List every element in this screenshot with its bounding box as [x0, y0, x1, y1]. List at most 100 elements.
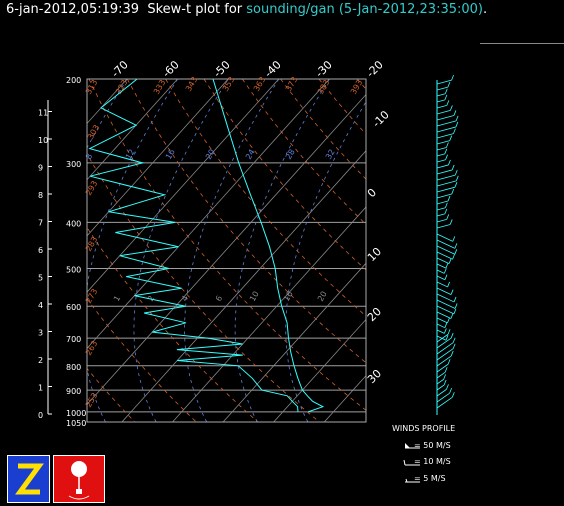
- wind-barb-feather: [450, 313, 454, 319]
- isotherm-line: [0, 79, 26, 422]
- wind-barb-feather: [445, 335, 449, 341]
- dry-adiabat-label: 393: [349, 78, 364, 96]
- mixing-ratio-label: 1: [112, 294, 122, 303]
- wind-barb-feather: [449, 219, 453, 225]
- moist-adiabat-label: 16: [164, 148, 177, 161]
- wind-barb-feather: [454, 303, 458, 309]
- wind-barb: [436, 251, 453, 260]
- dry-adiabat-line: [87, 226, 259, 422]
- wind-barb: [436, 174, 456, 181]
- wind-barb-feather: [447, 81, 451, 88]
- height-tick-label: 2: [38, 356, 43, 365]
- weather-balloon-logo[interactable]: [53, 455, 105, 503]
- wind-barb-feather: [455, 175, 459, 181]
- temp-tick-top: -70: [109, 58, 131, 80]
- moist-adiabat-line: [234, 79, 330, 422]
- wind-barb-feather: [444, 94, 448, 101]
- legend-row-10: = 10 M/S: [414, 457, 451, 466]
- isotherm-line: [273, 318, 366, 422]
- dry-adiabat-line: [87, 367, 135, 422]
- wind-barb: [436, 287, 452, 295]
- temp-tick-right: -10: [370, 108, 392, 130]
- wind-barb-feather: [445, 263, 449, 269]
- wind-barb-feather: [447, 195, 451, 202]
- dry-adiabat-label: 353: [221, 75, 236, 93]
- moist-adiabat-line: [133, 79, 229, 422]
- dry-adiabat-line: [203, 79, 366, 271]
- wind-barb: [436, 281, 448, 288]
- height-tick-label: 3: [38, 329, 43, 338]
- wind-barb: [436, 348, 454, 361]
- pressure-tick-label: 1050: [66, 419, 86, 428]
- mixing-ratio-label: 20: [316, 290, 329, 303]
- wind-barb-feather: [454, 169, 458, 176]
- dry-adiabat-label: 273: [84, 287, 99, 305]
- wind-barb-feather: [446, 384, 449, 390]
- mixing-ratio-label: 4: [180, 294, 190, 303]
- plot-frame: [86, 78, 367, 423]
- temp-tick-right: 10: [365, 245, 384, 264]
- pressure-tick-label: 500: [66, 266, 81, 275]
- isotherm-line: [121, 150, 366, 422]
- dry-adiabat-line: [280, 79, 366, 180]
- temperature-profile: [212, 79, 325, 413]
- isotherm-line: [87, 79, 280, 293]
- dry-adiabat-line: [356, 79, 366, 90]
- moist-adiabat-line: [285, 101, 366, 422]
- zebra-z-logo[interactable]: [7, 455, 50, 503]
- dry-adiabat-label: 313: [84, 78, 99, 96]
- wind-barb-feather: [451, 188, 455, 195]
- wind-barb-feather: [446, 100, 450, 106]
- dewpoint-profile: [88, 79, 299, 412]
- wind-barb: [436, 342, 454, 355]
- temp-tick-right: 30: [365, 367, 384, 386]
- height-tick-label: 7: [38, 219, 43, 228]
- wind-barb-feather: [443, 268, 447, 274]
- wind-barb-feather: [452, 254, 455, 260]
- moist-adiabat-label: 8: [84, 152, 94, 161]
- wind-barb-feather: [444, 202, 448, 208]
- wind-barb: [436, 200, 449, 205]
- wind-barb: [436, 164, 449, 169]
- wind-barb: [436, 293, 455, 303]
- wind-barb-feather: [446, 142, 449, 148]
- temp-tick-top: -60: [160, 58, 182, 80]
- wind-barb: [436, 389, 447, 397]
- wind-barb-feather: [449, 388, 452, 394]
- sounding-link[interactable]: sounding/gan: [246, 2, 335, 17]
- temp-tick-right: 0: [365, 186, 379, 200]
- wind-barb: [436, 219, 447, 223]
- moist-adiabat-label: 12: [124, 148, 137, 161]
- dry-adiabat-line: [87, 298, 197, 422]
- dry-adiabat-line: [396, 79, 564, 422]
- wind-barb: [436, 333, 449, 343]
- legend-barbs: [403, 443, 420, 483]
- temp-tick-top: -20: [364, 58, 386, 80]
- wind-barb-feather: [443, 374, 446, 380]
- wind-barb-feather: [450, 350, 454, 357]
- plot-title: 6-jan-2012,05:19:39 Skew-t plot for soun…: [6, 2, 487, 17]
- wind-barb: [436, 233, 453, 242]
- height-tick-label: 11: [38, 109, 48, 118]
- wind-barb-feather: [443, 379, 447, 386]
- wind-barb-feather: [453, 308, 457, 315]
- pressure-tick-label: 200: [66, 76, 81, 85]
- pressure-tick-label: 600: [66, 303, 81, 312]
- wind-barb: [436, 245, 455, 255]
- wind-barb: [436, 263, 447, 269]
- pressure-tick-label: 400: [66, 219, 81, 228]
- moist-adiabat-label: 28: [284, 148, 297, 161]
- wind-barb: [436, 93, 446, 97]
- wind-barb: [436, 159, 446, 163]
- wind-barb-feather: [447, 359, 451, 365]
- height-tick-label: 0: [38, 411, 43, 420]
- wind-barb: [436, 180, 457, 187]
- wind-barb: [436, 317, 448, 324]
- wind-barb-feather: [451, 74, 454, 81]
- mixing-ratio-label: 6: [214, 294, 224, 303]
- title-end: .: [483, 2, 488, 17]
- pressure-tick-label: 300: [66, 160, 81, 169]
- wind-barb-feather: [451, 164, 455, 171]
- pressure-tick-label: 900: [66, 387, 81, 396]
